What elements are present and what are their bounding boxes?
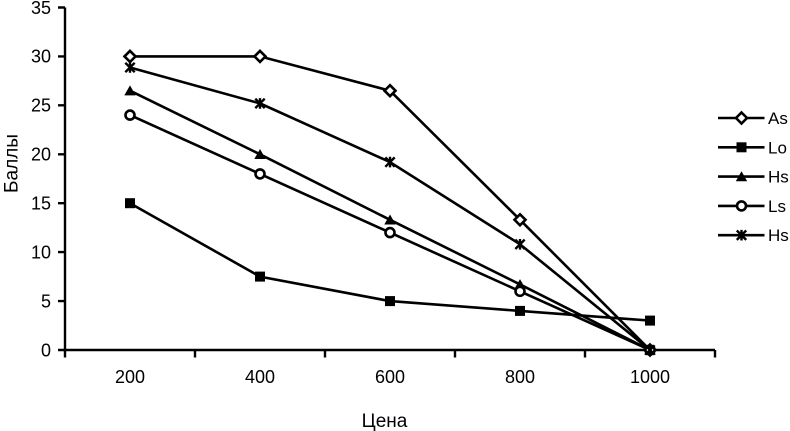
svg-text:20: 20 — [31, 145, 51, 165]
svg-text:400: 400 — [245, 367, 275, 387]
svg-text:35: 35 — [31, 0, 51, 18]
svg-text:Цена: Цена — [362, 411, 408, 431]
svg-text:30: 30 — [31, 47, 51, 67]
svg-text:Lo: Lo — [768, 138, 787, 157]
svg-text:Hs: Hs — [768, 226, 789, 245]
svg-text:0: 0 — [41, 340, 51, 360]
svg-text:Hs: Hs — [768, 168, 789, 187]
svg-text:As: As — [768, 109, 788, 128]
svg-text:10: 10 — [31, 242, 51, 262]
svg-text:1000: 1000 — [630, 367, 670, 387]
svg-text:800: 800 — [505, 367, 535, 387]
svg-text:15: 15 — [31, 194, 51, 214]
svg-text:200: 200 — [115, 367, 145, 387]
svg-text:5: 5 — [41, 291, 51, 311]
svg-text:600: 600 — [375, 367, 405, 387]
svg-text:25: 25 — [31, 96, 51, 116]
svg-text:Баллы: Баллы — [2, 134, 23, 193]
svg-text:Ls: Ls — [768, 197, 786, 216]
